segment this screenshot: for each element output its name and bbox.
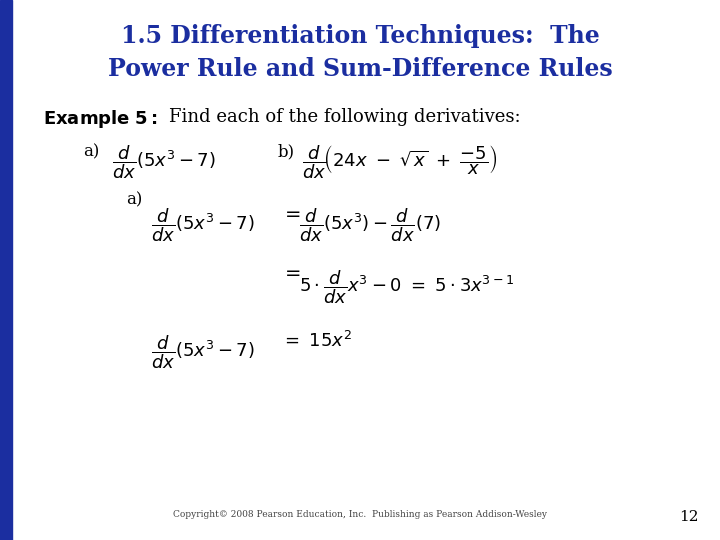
Text: $\dfrac{d}{dx}\!\left(24x\ -\ \sqrt{x}\ +\ \dfrac{-5}{x}\right)$: $\dfrac{d}{dx}\!\left(24x\ -\ \sqrt{x}\ … [302,143,498,181]
Text: $\dfrac{d}{dx}(5x^3)-\dfrac{d}{dx}(7)$: $\dfrac{d}{dx}(5x^3)-\dfrac{d}{dx}(7)$ [299,206,441,244]
Text: $\mathbf{Example\ 5:}$: $\mathbf{Example\ 5:}$ [43,108,158,130]
Text: 12: 12 [679,510,698,524]
Text: $=$: $=$ [281,204,301,221]
Text: Power Rule and Sum-Difference Rules: Power Rule and Sum-Difference Rules [107,57,613,80]
Text: Find each of the following derivatives:: Find each of the following derivatives: [169,108,521,126]
Text: a): a) [83,143,99,160]
Text: $=$: $=$ [281,263,301,281]
Text: $=\ 15x^2$: $=\ 15x^2$ [281,330,352,350]
Text: $5\cdot\dfrac{d}{dx}x^3 - 0\ =\ 5\cdot 3x^{3-1}$: $5\cdot\dfrac{d}{dx}x^3 - 0\ =\ 5\cdot 3… [299,268,514,306]
Text: $\dfrac{d}{dx}(5x^3 - 7)$: $\dfrac{d}{dx}(5x^3 - 7)$ [151,206,255,244]
Text: 1.5 Differentiation Techniques:  The: 1.5 Differentiation Techniques: The [121,24,599,48]
Text: $\dfrac{d}{dx}(5x^3 - 7)$: $\dfrac{d}{dx}(5x^3 - 7)$ [112,143,215,181]
Text: Copyright© 2008 Pearson Education, Inc.  Publishing as Pearson Addison-Wesley: Copyright© 2008 Pearson Education, Inc. … [173,510,547,519]
Text: b): b) [277,143,294,160]
Text: a): a) [126,192,143,208]
Text: $\dfrac{d}{dx}(5x^3 - 7)$: $\dfrac{d}{dx}(5x^3 - 7)$ [151,333,255,371]
Bar [0,0,12,540]
